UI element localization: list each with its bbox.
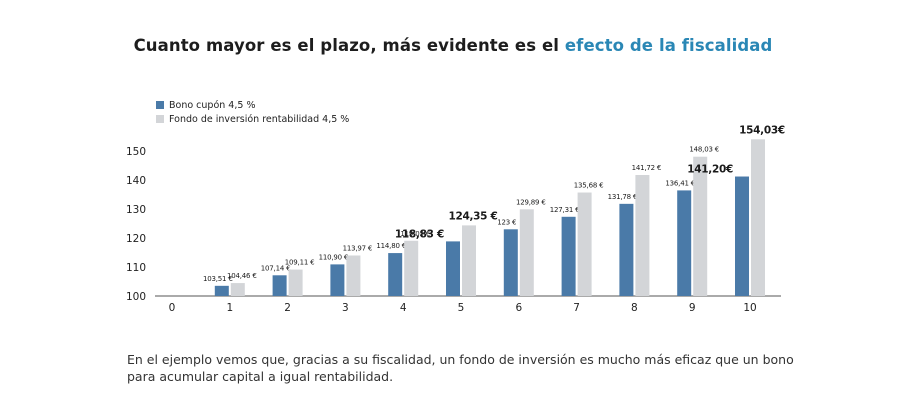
data-label: 107,14 € — [261, 264, 291, 272]
data-label: 109,11 € — [285, 259, 315, 267]
bar-bono — [388, 253, 403, 296]
legend-label-fondo: Fondo de inversión rentabilidad 4,5 % — [169, 113, 350, 125]
x-tick-label: 0 — [169, 302, 176, 314]
y-tick-label: 110 — [126, 262, 146, 274]
data-label: 127,31 € — [550, 206, 580, 214]
data-label: 124,35 € — [448, 210, 497, 222]
y-tick-label: 120 — [126, 233, 146, 245]
data-label: 131,78 € — [608, 193, 638, 201]
bar-fondo — [230, 283, 245, 296]
x-tick-label: 4 — [400, 302, 407, 314]
x-tick-label: 5 — [458, 302, 465, 314]
bar-fondo — [751, 139, 765, 296]
legend-item-fondo: Fondo de inversión rentabilidad 4,5 % — [156, 112, 349, 126]
bar-fondo — [462, 225, 476, 296]
data-label: 123 € — [497, 218, 516, 226]
data-label: 141,72 € — [632, 164, 662, 172]
y-tick-label: 140 — [126, 175, 146, 187]
legend-item-bono: Bono cupón 4,5 % — [156, 98, 349, 112]
bar-bono — [503, 229, 518, 296]
bar-fondo — [577, 192, 592, 296]
title-highlight: efecto de la fiscalidad — [564, 36, 773, 55]
bar-bono — [561, 216, 576, 296]
data-label: 129,89 € — [516, 198, 546, 206]
data-label: 141,20€ — [687, 164, 733, 176]
data-label: 113,97 € — [343, 244, 373, 252]
x-tick-label: 10 — [743, 302, 756, 314]
bar-fondo — [693, 156, 708, 296]
x-tick-label: 1 — [226, 302, 233, 314]
bar-fondo — [519, 209, 534, 296]
y-tick-label: 130 — [126, 204, 146, 216]
bar-bono — [619, 203, 634, 296]
bar-fondo — [635, 175, 650, 296]
x-tick-label: 9 — [689, 302, 696, 314]
bar-bono — [446, 241, 460, 296]
data-label: 110,90 € — [319, 253, 349, 261]
bar-fondo — [288, 269, 303, 296]
data-label: 136,41 € — [665, 179, 695, 187]
legend-swatch-bono — [156, 101, 164, 109]
data-label: 114,80 € — [376, 242, 406, 250]
legend-swatch-fondo — [156, 115, 164, 123]
data-label: 103,51 € — [203, 275, 233, 283]
bar-bono — [677, 190, 692, 296]
bar-bono — [735, 176, 749, 296]
x-tick-label: 7 — [573, 302, 580, 314]
bar-fondo — [404, 240, 419, 296]
data-label: 154,03€ — [739, 124, 785, 136]
y-tick-label: 150 — [126, 146, 146, 158]
data-label: 119,05 € — [400, 230, 430, 238]
legend-label-bono: Bono cupón 4,5 % — [169, 99, 256, 111]
bar-bono — [214, 285, 229, 296]
chart-title: Cuanto mayor es el plazo, más evidente e… — [0, 36, 906, 55]
bar-fondo — [346, 255, 361, 296]
footnote: En el ejemplo vemos que, gracias a su fi… — [127, 352, 794, 384]
y-tick-label: 100 — [126, 291, 146, 303]
data-label: 118,83 € — [395, 228, 444, 240]
title-prefix: Cuanto mayor es el plazo, más evidente e… — [133, 36, 560, 55]
data-label: 148,03 € — [689, 146, 719, 154]
data-label: 104,46 € — [227, 272, 257, 280]
x-tick-label: 8 — [631, 302, 638, 314]
data-label: 135,68 € — [574, 182, 604, 190]
x-tick-label: 6 — [515, 302, 522, 314]
bar-bono — [330, 264, 345, 296]
legend: Bono cupón 4,5 % Fondo de inversión rent… — [156, 98, 349, 126]
bar-bono — [272, 275, 287, 296]
x-tick-label: 2 — [284, 302, 291, 314]
x-tick-label: 3 — [342, 302, 349, 314]
